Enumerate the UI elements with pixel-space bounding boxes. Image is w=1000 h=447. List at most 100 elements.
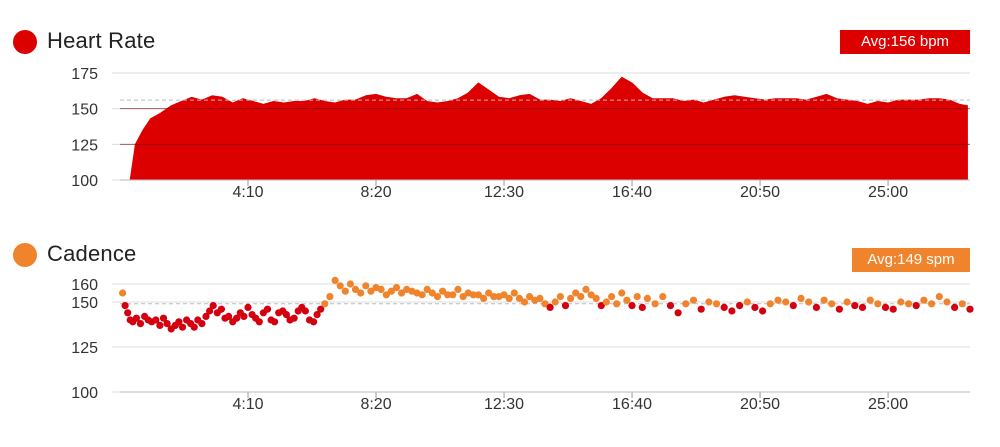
cadence-point bbox=[206, 307, 214, 315]
cadence-point bbox=[433, 293, 442, 301]
cadence-point bbox=[474, 291, 482, 299]
cadence-point bbox=[572, 289, 580, 297]
cadence-title: Cadence bbox=[47, 241, 137, 266]
cadence-point bbox=[428, 289, 436, 297]
cad-x-tick-label: 16:40 bbox=[612, 396, 652, 413]
cadence-point bbox=[351, 285, 360, 293]
cadence-point bbox=[500, 291, 508, 299]
cadence-point bbox=[705, 298, 713, 306]
cad-x-tick-label: 20:50 bbox=[740, 396, 780, 413]
cadence-point bbox=[480, 294, 488, 302]
cadence-point bbox=[136, 320, 145, 328]
cadence-point bbox=[666, 302, 675, 310]
cadence-point bbox=[152, 316, 160, 324]
cadence-point bbox=[577, 293, 585, 301]
cadence-point bbox=[966, 305, 974, 313]
cadence-point bbox=[505, 294, 513, 302]
cadence-point bbox=[812, 303, 821, 311]
cadence-point bbox=[331, 276, 339, 284]
cadence-point bbox=[682, 300, 690, 308]
cadence-point bbox=[597, 302, 605, 310]
cadence-point bbox=[728, 307, 736, 315]
cadence-point bbox=[156, 321, 164, 329]
cadence-point bbox=[920, 296, 928, 304]
cadence-point bbox=[362, 282, 370, 290]
cadence-point bbox=[423, 285, 431, 293]
cadence-point bbox=[240, 312, 248, 320]
heart-rate-title: Heart Rate bbox=[47, 28, 156, 53]
cadence-point bbox=[541, 300, 549, 308]
cadence-point bbox=[659, 293, 667, 301]
cadence-point bbox=[485, 289, 493, 297]
cadence-point bbox=[638, 303, 646, 311]
cadence-point bbox=[674, 309, 682, 317]
cadence-point bbox=[190, 323, 198, 331]
cadence-point bbox=[526, 293, 534, 301]
cadence-point bbox=[310, 318, 318, 326]
cadence-point bbox=[175, 318, 183, 326]
cadence-point bbox=[546, 303, 554, 311]
cadence-point bbox=[805, 298, 813, 306]
cadence-point bbox=[255, 318, 263, 326]
cadence-point bbox=[233, 314, 241, 322]
cadence-point bbox=[387, 287, 395, 295]
cadence-point bbox=[928, 300, 936, 308]
cadence-point bbox=[828, 300, 836, 308]
cad-x-tick-label: 8:20 bbox=[360, 396, 391, 413]
cadence-avg-badge: Avg:149 spm bbox=[852, 248, 970, 272]
cadence-point bbox=[398, 289, 406, 297]
cad-x-tick-label: 4:10 bbox=[232, 396, 263, 413]
cadence-point bbox=[490, 293, 498, 301]
cadence-point bbox=[633, 293, 641, 301]
cadence-point bbox=[163, 320, 171, 328]
cadence-point bbox=[874, 300, 882, 308]
cad-x-tick-label: 12:30 bbox=[484, 396, 524, 413]
cadence-point bbox=[202, 312, 210, 320]
cadence-point bbox=[301, 307, 309, 315]
cadence-point bbox=[382, 291, 390, 299]
cadence-point bbox=[720, 303, 728, 311]
cadence-point bbox=[697, 305, 705, 313]
hr-y-tick-label: 175 bbox=[71, 66, 98, 83]
cadence-point bbox=[602, 298, 611, 306]
cadence-point bbox=[556, 293, 565, 301]
hr-y-tick-label: 100 bbox=[71, 173, 98, 190]
cadence-point bbox=[209, 302, 217, 310]
cadence-point bbox=[561, 302, 570, 310]
cadence-point bbox=[124, 309, 132, 317]
cadence-point bbox=[582, 285, 590, 293]
cadence-point bbox=[159, 314, 168, 322]
cadence-point bbox=[119, 289, 127, 297]
cadence-point bbox=[321, 300, 329, 308]
cadence-point bbox=[759, 307, 767, 315]
hr-x-tick-label: 4:10 bbox=[232, 184, 263, 201]
cadence-point bbox=[217, 305, 225, 313]
cadence-point bbox=[132, 314, 140, 322]
cadence-point bbox=[592, 294, 600, 302]
cadence-point bbox=[618, 289, 626, 297]
cadence-point bbox=[935, 293, 943, 301]
cadence-point bbox=[835, 305, 844, 313]
cadence-point bbox=[905, 300, 913, 308]
cadence-point bbox=[587, 291, 595, 299]
cadence-point bbox=[439, 287, 447, 295]
cadence-point bbox=[377, 285, 385, 293]
hr-x-tick-label: 16:40 bbox=[612, 184, 652, 201]
cadence-point bbox=[551, 298, 559, 306]
hr-x-tick-label: 12:30 bbox=[484, 184, 524, 201]
heart-rate-avg-badge: Avg:156 bpm bbox=[840, 30, 970, 54]
cadence-point bbox=[628, 302, 636, 310]
cadence-point bbox=[225, 312, 233, 320]
cadence-point bbox=[336, 282, 344, 290]
cadence-legend-dot bbox=[13, 243, 37, 267]
cadence-point bbox=[623, 296, 631, 304]
heart-rate-area bbox=[129, 76, 968, 181]
cadence-point bbox=[326, 293, 334, 301]
cadence-point bbox=[951, 303, 959, 311]
cadence-point bbox=[341, 287, 349, 295]
heart-rate-panel: Heart Rate Avg:156 bpm 100 125 150 175 4:10 8… bbox=[0, 0, 1000, 215]
hr-x-tick-label: 8:20 bbox=[360, 184, 391, 201]
cadence-point bbox=[313, 311, 321, 319]
heart-rate-chart: 100 125 150 175 4:10 8:20 12:30 16:40 20:50 25:00 bbox=[71, 66, 970, 201]
